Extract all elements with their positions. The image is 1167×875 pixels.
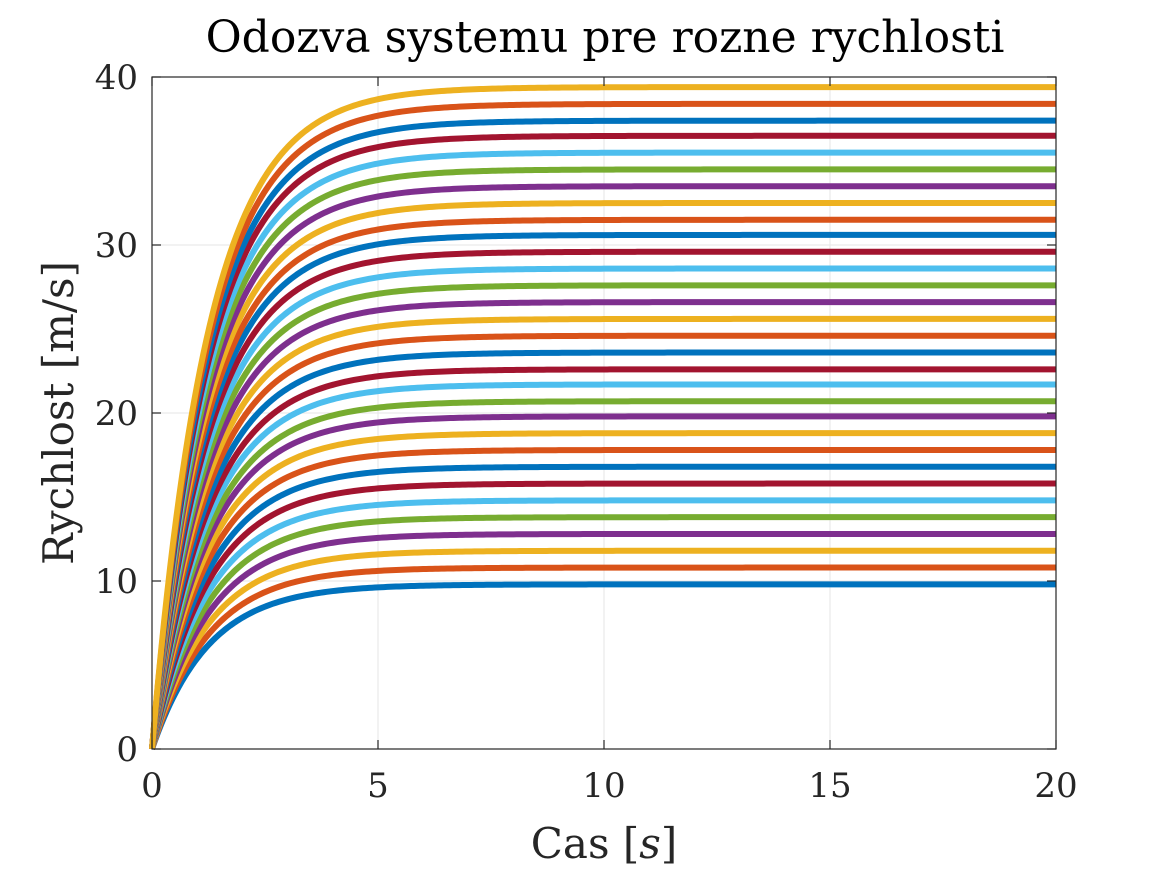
series-line (149, 413, 1056, 750)
x-axis-label-text: Cas (531, 819, 610, 868)
series-line (149, 183, 1056, 750)
chart-title: Odozva systemu pre rozne rychlosti (206, 12, 1005, 63)
x-axis-label-close-bracket: ] (661, 819, 677, 868)
series-line (149, 100, 1056, 750)
y-tick-label: 0 (116, 730, 138, 770)
series-line (149, 366, 1056, 750)
series-line (149, 446, 1056, 750)
series-line (149, 166, 1056, 750)
plot-area (149, 76, 1057, 750)
x-axis-label-open-bracket: [ (610, 819, 640, 868)
series-line (149, 497, 1056, 750)
series-line (149, 117, 1056, 750)
x-tick-label: 15 (808, 766, 851, 806)
series-line (149, 349, 1056, 750)
series-lines (149, 84, 1056, 750)
y-axis-label: Rychlost [m/s] (34, 261, 83, 565)
x-axis-label: Cas [s] (531, 819, 677, 868)
series-line (149, 84, 1056, 750)
x-tick-label: 10 (582, 766, 625, 806)
series-line (149, 514, 1056, 750)
series-line (149, 216, 1056, 750)
series-line (149, 381, 1056, 750)
x-tick-label: 0 (141, 766, 163, 806)
series-line (149, 299, 1056, 750)
series-line (149, 463, 1056, 750)
series-line (149, 564, 1056, 750)
series-line (149, 248, 1056, 750)
tick-marks (151, 76, 1057, 750)
series-line (149, 480, 1056, 750)
x-tick-label: 20 (1034, 766, 1077, 806)
series-line (149, 398, 1056, 750)
series-line (149, 200, 1056, 750)
series-line (149, 315, 1056, 750)
series-line (149, 231, 1056, 750)
y-tick-label: 10 (95, 562, 138, 602)
y-tick-label: 40 (95, 58, 138, 98)
y-tick-label: 30 (95, 226, 138, 266)
series-line (149, 265, 1056, 750)
x-tick-label: 5 (367, 766, 389, 806)
series-line (149, 282, 1056, 750)
series-line (149, 430, 1056, 750)
series-line (149, 132, 1056, 750)
x-axis-label-unit: s (639, 819, 661, 868)
y-tick-labels: 0 10 20 30 40 (95, 58, 138, 770)
series-line (149, 530, 1056, 750)
series-line (149, 581, 1056, 750)
x-tick-labels: 0 5 10 15 20 (141, 766, 1077, 806)
series-line (149, 332, 1056, 750)
y-tick-label: 20 (95, 394, 138, 434)
series-line (149, 547, 1056, 750)
series-line (149, 149, 1056, 750)
